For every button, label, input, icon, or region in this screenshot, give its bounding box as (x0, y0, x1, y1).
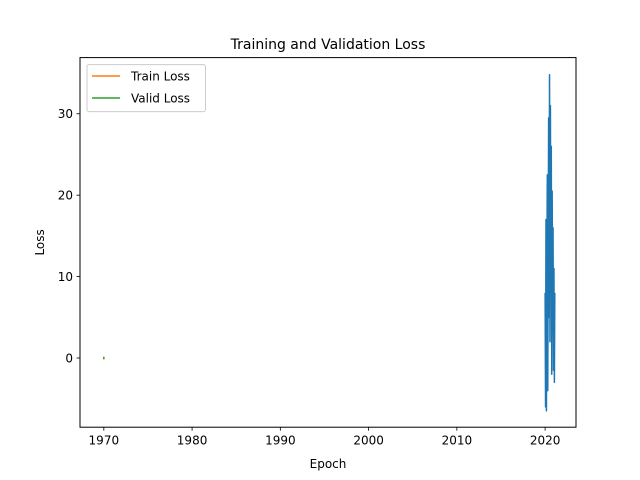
legend-label-valid-loss: Valid Loss (131, 91, 190, 105)
y-tick-label: 30 (58, 107, 73, 121)
x-tick-label: 2020 (530, 434, 561, 448)
legend: Train Loss Valid Loss (86, 64, 206, 113)
y-axis-label: Loss (33, 229, 47, 255)
series-layer (103, 73, 556, 412)
plot-frame (79, 57, 577, 428)
x-tick-label: 2010 (442, 434, 473, 448)
x-tick-label: 1990 (265, 434, 296, 448)
x-tick-label: 1980 (177, 434, 208, 448)
x-axis-label: Epoch (310, 457, 347, 471)
chart-title: Training and Validation Loss (230, 37, 426, 53)
series-2-line (544, 73, 556, 412)
y-tick-label: 0 (65, 351, 73, 365)
y-tick-label: 10 (58, 270, 73, 284)
x-axis-ticks: 1970 1980 1990 2000 2010 2020 (89, 427, 561, 448)
y-axis-ticks: 0 10 20 30 (58, 107, 80, 365)
y-tick-label: 20 (58, 188, 73, 202)
x-tick-label: 2000 (353, 434, 384, 448)
legend-label-train-loss: Train Loss (130, 69, 190, 83)
x-tick-label: 1970 (89, 434, 120, 448)
